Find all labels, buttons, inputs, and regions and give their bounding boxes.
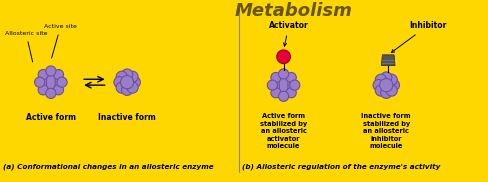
Circle shape <box>285 72 296 83</box>
Circle shape <box>374 74 386 85</box>
Circle shape <box>116 82 127 93</box>
Circle shape <box>379 78 392 92</box>
Circle shape <box>53 70 63 80</box>
Text: Active form: Active form <box>26 114 76 122</box>
Text: Active site: Active site <box>44 24 77 58</box>
Circle shape <box>267 80 277 90</box>
Circle shape <box>127 82 138 93</box>
Text: Inactive form
stabilized by
an allosteric
inhibitor
molecule: Inactive form stabilized by an allosteri… <box>361 114 410 149</box>
Text: (b) Allosteric regulation of the enzyme's activity: (b) Allosteric regulation of the enzyme'… <box>241 164 439 170</box>
Circle shape <box>278 91 288 101</box>
Circle shape <box>270 72 281 83</box>
Circle shape <box>120 76 133 89</box>
FancyBboxPatch shape <box>273 81 293 90</box>
Circle shape <box>38 85 48 95</box>
Text: Allosteric site: Allosteric site <box>5 31 47 62</box>
Circle shape <box>122 84 132 95</box>
Circle shape <box>38 70 48 80</box>
Circle shape <box>46 88 56 98</box>
Text: Active form
stabilized by
an allosteric
activator
molecule: Active form stabilized by an allosteric … <box>260 114 306 149</box>
FancyBboxPatch shape <box>41 78 61 86</box>
Circle shape <box>122 69 132 80</box>
Circle shape <box>387 80 399 91</box>
Circle shape <box>289 80 299 90</box>
Circle shape <box>276 50 290 64</box>
Circle shape <box>127 71 138 82</box>
FancyBboxPatch shape <box>46 72 55 93</box>
Circle shape <box>46 66 56 76</box>
Text: Inhibitor: Inhibitor <box>390 21 445 53</box>
Text: Metabolism: Metabolism <box>234 2 351 20</box>
Circle shape <box>53 85 63 95</box>
Circle shape <box>380 72 391 83</box>
Circle shape <box>278 69 288 79</box>
Circle shape <box>116 71 127 82</box>
Polygon shape <box>381 55 394 66</box>
Circle shape <box>374 85 386 96</box>
Circle shape <box>372 80 384 91</box>
Circle shape <box>386 74 396 85</box>
Circle shape <box>380 87 391 98</box>
Text: (a) Conformational changes in an allosteric enzyme: (a) Conformational changes in an alloste… <box>3 164 213 170</box>
Circle shape <box>285 88 296 98</box>
FancyBboxPatch shape <box>279 75 287 96</box>
Circle shape <box>114 77 125 88</box>
Text: Inactive form: Inactive form <box>98 114 156 122</box>
Circle shape <box>57 77 67 87</box>
Circle shape <box>270 88 281 98</box>
Circle shape <box>129 77 140 88</box>
Circle shape <box>386 85 396 96</box>
Text: Activator: Activator <box>268 21 308 46</box>
Circle shape <box>35 77 45 87</box>
